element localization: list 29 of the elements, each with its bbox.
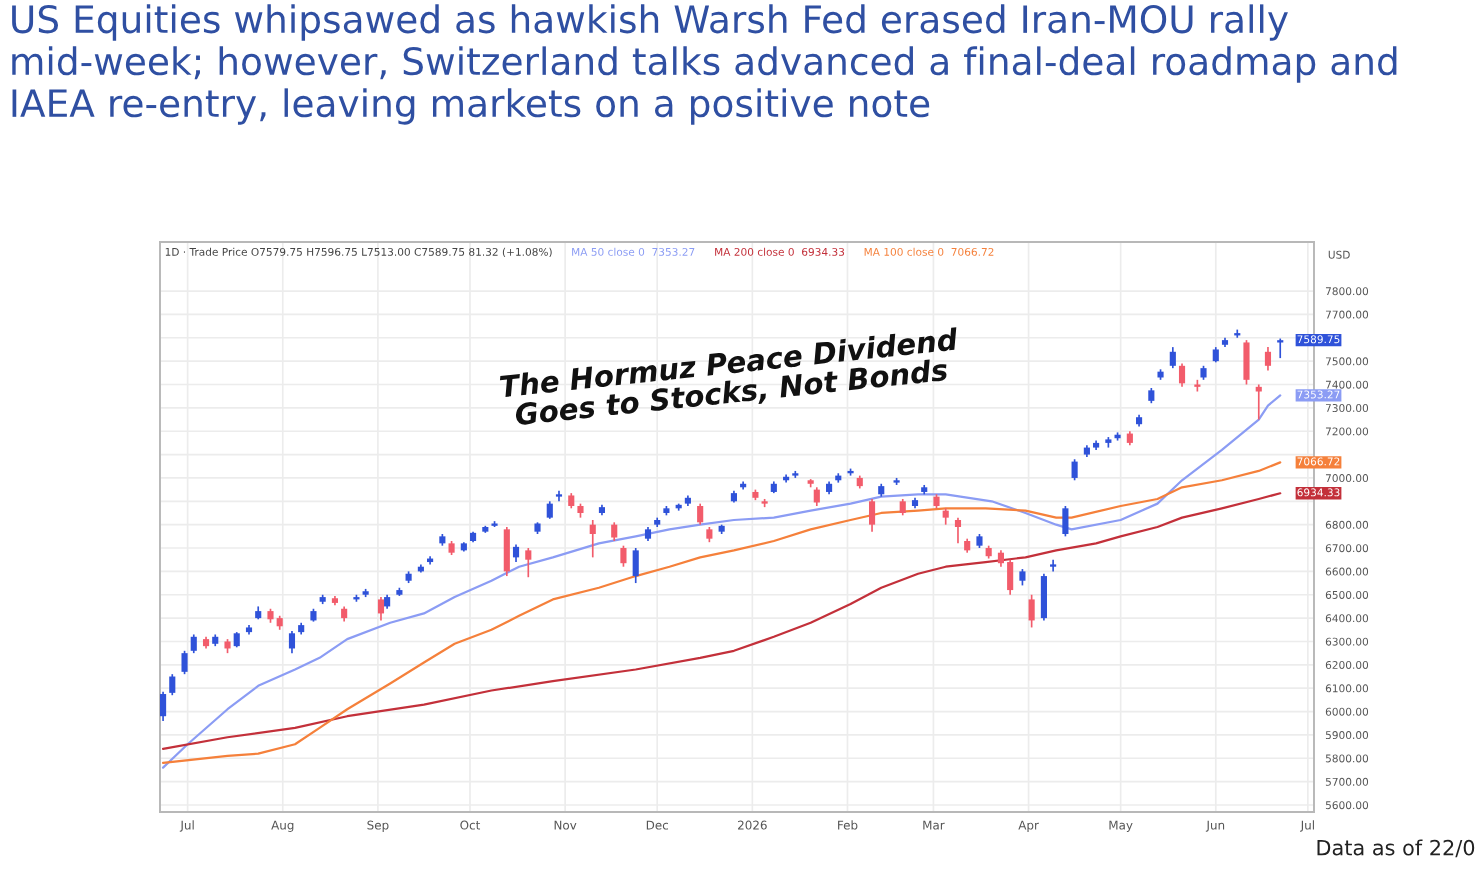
candlestick <box>1255 383 1262 421</box>
candlestick <box>620 544 627 568</box>
candlestick <box>632 547 639 584</box>
candlestick <box>1264 346 1272 372</box>
candlestick <box>190 633 197 654</box>
candlestick <box>1243 339 1250 386</box>
candlestick <box>954 516 962 545</box>
candlestick <box>1062 505 1069 538</box>
candlestick <box>377 596 385 622</box>
candlestick <box>1178 362 1186 388</box>
candlestick <box>1169 346 1176 369</box>
candlestick <box>589 519 596 559</box>
candlestick <box>503 526 510 577</box>
candlestick <box>611 521 618 542</box>
candlestick <box>1071 458 1078 482</box>
candlestick <box>160 690 167 722</box>
annotation: The Hormuz Peace Dividend Goes to Stocks, Not Bonds <box>499 327 959 430</box>
candlestick <box>169 673 176 697</box>
candlestick <box>1028 593 1035 629</box>
text: Data as of 22/0 <box>1317 839 1475 858</box>
candlestick <box>1277 337 1284 359</box>
candlestick <box>697 502 704 526</box>
candlestick <box>525 547 532 579</box>
candlestick <box>868 498 876 533</box>
chart-title: US Equities whipsawed as hawkish Warsh Fed erased Iran-MOU rally mid-week; however, Switzerland talks advanced a final-deal roadmap and IAEA re-entry, leaving markets on a positive note <box>12 4 1397 125</box>
candlestick <box>813 486 820 507</box>
candlestick <box>288 630 296 654</box>
candlestick <box>1040 572 1047 622</box>
candlestick <box>181 649 188 676</box>
